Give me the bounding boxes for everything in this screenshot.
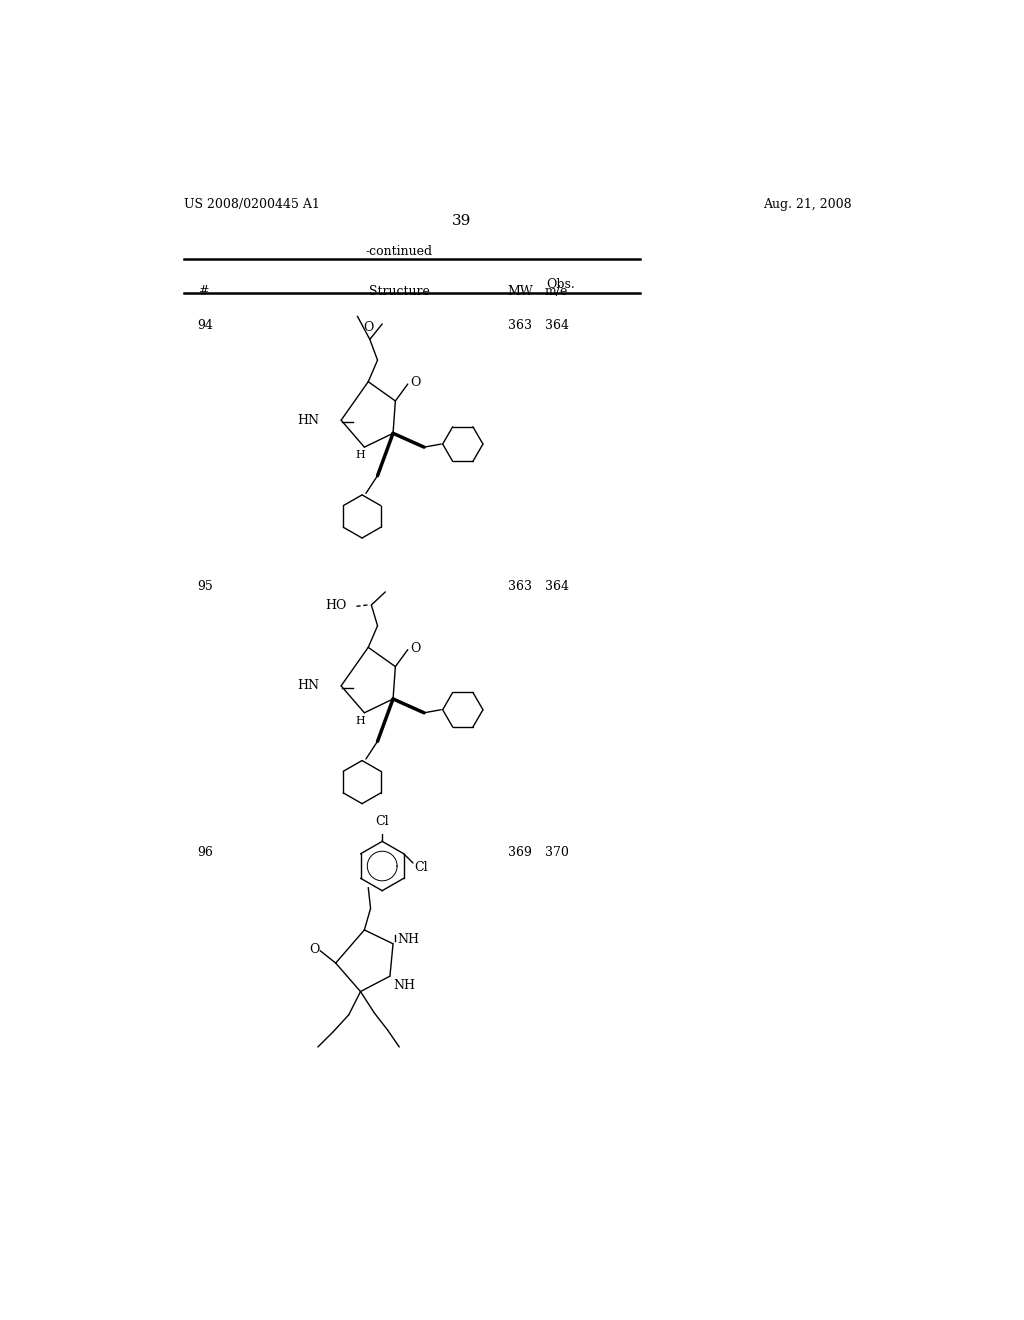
Text: O: O	[364, 321, 374, 334]
Text: Cl: Cl	[376, 814, 389, 828]
Text: Obs.: Obs.	[547, 277, 575, 290]
Text: NH: NH	[397, 933, 420, 946]
Text: O: O	[309, 942, 319, 956]
Text: 364: 364	[545, 318, 569, 331]
Text: 369: 369	[508, 846, 531, 859]
Text: 94: 94	[198, 318, 214, 331]
Text: 363: 363	[508, 318, 531, 331]
Text: #: #	[198, 285, 208, 298]
Text: H: H	[355, 715, 366, 726]
Text: MW: MW	[508, 285, 534, 298]
Text: HO: HO	[326, 599, 346, 612]
Text: m/e: m/e	[545, 285, 568, 298]
Text: O: O	[410, 642, 421, 655]
Text: 370: 370	[545, 846, 568, 859]
Text: 364: 364	[545, 581, 569, 594]
Text: HN: HN	[297, 680, 319, 693]
Text: 96: 96	[198, 846, 214, 859]
Text: US 2008/0200445 A1: US 2008/0200445 A1	[183, 198, 319, 211]
Text: Structure: Structure	[369, 285, 430, 298]
Text: -continued: -continued	[366, 244, 433, 257]
Text: O: O	[410, 376, 421, 389]
Text: Aug. 21, 2008: Aug. 21, 2008	[764, 198, 852, 211]
Text: H: H	[355, 450, 366, 461]
Text: 363: 363	[508, 581, 531, 594]
Text: HN: HN	[297, 413, 319, 426]
Text: Cl: Cl	[415, 861, 428, 874]
Text: 95: 95	[198, 581, 213, 594]
Text: 39: 39	[452, 214, 471, 228]
Text: NH: NH	[394, 979, 416, 993]
